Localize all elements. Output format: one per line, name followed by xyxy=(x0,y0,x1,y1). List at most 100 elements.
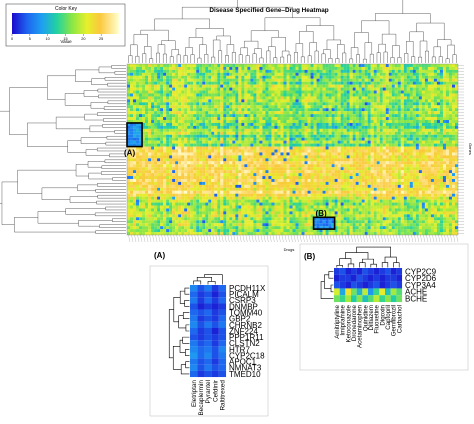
main-heat-cell xyxy=(340,128,344,132)
main-heat-cell xyxy=(379,131,383,135)
main-heat-cell xyxy=(442,72,447,76)
main-heat-cell xyxy=(370,146,374,150)
main-heat-cell xyxy=(259,140,263,144)
main-heat-cell xyxy=(310,120,314,124)
main-heat-cell xyxy=(325,120,329,124)
main-heat-cell xyxy=(208,102,212,106)
main-heat-cell xyxy=(211,78,215,82)
main-heat-cell xyxy=(181,178,185,182)
main-heat-cell xyxy=(214,158,218,162)
main-heat-cell xyxy=(325,75,329,79)
main-heat-cell xyxy=(352,128,356,132)
dendrogram-branch xyxy=(411,56,416,63)
dendrogram-branch xyxy=(416,22,445,40)
main-heat-cell xyxy=(235,108,239,112)
main-heat-cell xyxy=(445,176,450,180)
main-heat-cell xyxy=(337,72,341,76)
main-heat-cell xyxy=(427,105,431,109)
main-heat-cell xyxy=(358,78,362,82)
main-heat-cell xyxy=(310,131,314,135)
main-heat-cell xyxy=(136,102,140,106)
main-heat-cell xyxy=(229,66,233,70)
main-heat-cell xyxy=(286,178,290,182)
main-heat-cell xyxy=(223,176,227,180)
main-heat-cell xyxy=(430,167,434,171)
main-heat-cell xyxy=(160,158,164,162)
main-heat-cell xyxy=(127,84,131,88)
main-heat-cell xyxy=(358,75,362,79)
main-heat-cell xyxy=(424,64,428,67)
main-heat-cell xyxy=(298,155,302,159)
main-heat-cell xyxy=(223,72,227,76)
main-heat-cell xyxy=(259,69,263,73)
main-heat-cell xyxy=(442,184,447,188)
main-heat-cell xyxy=(433,176,437,180)
main-heat-cell xyxy=(205,167,209,171)
main-heat-cell xyxy=(325,190,329,194)
main-heat-cell xyxy=(310,152,314,156)
main-heat-cell xyxy=(253,161,257,165)
main-heat-cell xyxy=(130,108,134,112)
main-heat-cell xyxy=(394,155,398,159)
main-heat-cell xyxy=(361,164,365,168)
main-heat-cell xyxy=(229,84,233,88)
main-heat-cell xyxy=(367,149,371,153)
main-heat-cell xyxy=(130,75,134,79)
main-heat-cell xyxy=(367,131,371,135)
main-heat-cell xyxy=(361,173,365,177)
main-heat-cell xyxy=(283,108,287,112)
main-heat-cell xyxy=(289,111,293,115)
main-heat-cell xyxy=(352,90,356,94)
main-heat-cell xyxy=(424,78,428,82)
main-heat-cell xyxy=(433,120,437,124)
main-heat-cell xyxy=(448,164,453,168)
main-heat-cell xyxy=(211,120,215,124)
main-heat-cell xyxy=(205,131,209,135)
main-heat-cell xyxy=(136,173,140,177)
main-heat-cell xyxy=(331,102,335,106)
main-heat-cell xyxy=(301,114,305,118)
main-heat-cell xyxy=(205,143,209,147)
main-heat-cell xyxy=(127,117,131,121)
main-heat-cell xyxy=(235,96,239,100)
main-heat-cell xyxy=(403,146,407,150)
main-heat-cell xyxy=(250,102,254,106)
main-heat-cell xyxy=(196,96,200,100)
main-heat-cell xyxy=(232,111,236,115)
main-heat-cell xyxy=(337,69,341,73)
main-heat-cell xyxy=(298,75,302,79)
main-heat-cell xyxy=(199,167,203,171)
main-heat-cell xyxy=(367,99,371,103)
main-heat-cell xyxy=(295,84,299,88)
color-key-ticks: 0 5 10 15 20 25 xyxy=(11,34,103,41)
main-heat-cell xyxy=(181,173,185,177)
main-heat-cell xyxy=(454,164,459,168)
dendrogram-branch xyxy=(97,88,126,93)
main-heat-cell xyxy=(427,102,431,106)
main-heat-cell xyxy=(367,128,371,132)
main-heat-cell xyxy=(301,134,305,138)
main-heat-cell xyxy=(232,108,236,112)
main-heat-cell xyxy=(154,114,158,118)
main-heat-cell xyxy=(379,114,383,118)
main-heat-cell xyxy=(430,181,434,185)
main-heat-cell xyxy=(187,158,191,162)
main-heat-cell xyxy=(178,64,182,67)
main-heat-cell xyxy=(220,143,224,147)
main-heat-cell xyxy=(391,158,395,162)
main-heat-cell xyxy=(211,184,215,188)
main-heat-cell xyxy=(295,170,299,174)
main-heat-cell xyxy=(166,164,170,168)
main-heat-cell xyxy=(307,140,311,144)
main-heat-cell xyxy=(127,87,131,91)
main-heat-cell xyxy=(361,102,365,106)
main-heat-cell xyxy=(130,102,134,106)
main-heat-cell xyxy=(358,90,362,94)
main-heat-cell xyxy=(406,181,410,185)
main-heat-cell xyxy=(352,176,356,180)
main-heat-cell xyxy=(187,167,191,171)
main-heat-cell xyxy=(244,170,248,174)
main-heat-cell xyxy=(178,128,182,132)
main-heat-cell xyxy=(394,181,398,185)
main-heat-cell xyxy=(331,93,335,97)
